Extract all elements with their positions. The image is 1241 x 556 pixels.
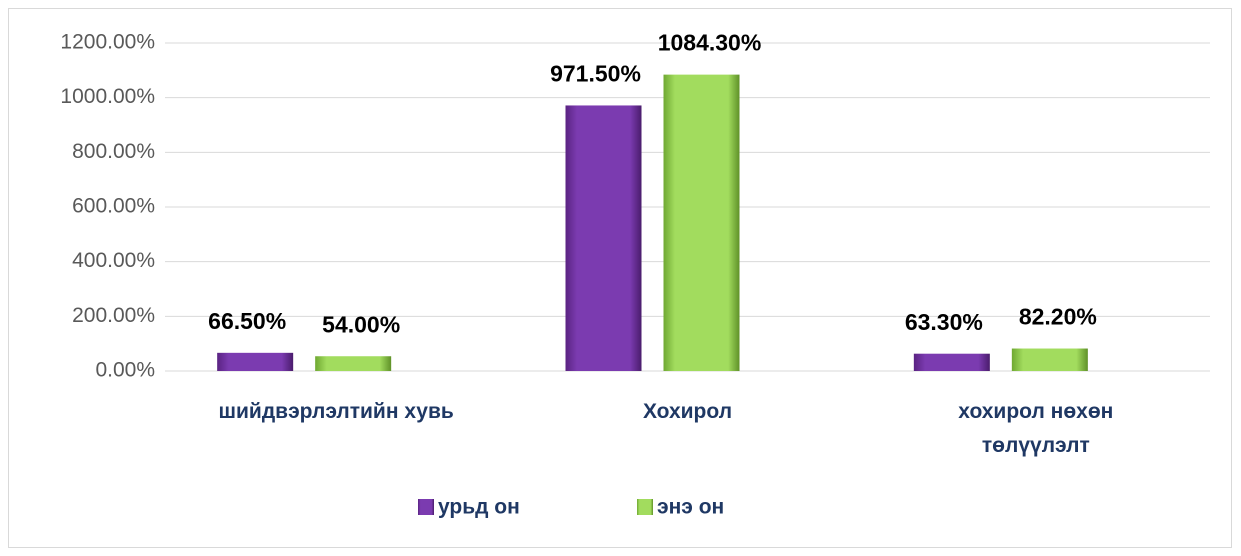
y-tick-label: 400.00% — [72, 249, 155, 272]
legend-label: урьд он — [438, 496, 520, 519]
bar — [913, 353, 990, 371]
bar — [1011, 348, 1088, 371]
legend-label: энэ он — [657, 496, 724, 519]
x-tick-label: хохирол нөхөн төлүүлэлт — [958, 400, 1114, 457]
y-tick-label: 0.00% — [95, 359, 155, 382]
y-tick-label: 600.00% — [72, 195, 155, 218]
y-tick-label: 1000.00% — [60, 85, 155, 108]
y-tick-label: 200.00% — [72, 304, 155, 327]
bar — [315, 356, 392, 371]
legend-marker — [418, 499, 434, 515]
y-tick-label: 1200.00% — [60, 31, 155, 54]
x-tick-label: Хохирол — [642, 400, 733, 423]
bar — [565, 105, 642, 371]
bar — [663, 74, 740, 371]
data-label: 971.50% — [550, 61, 641, 87]
data-label: 82.20% — [1019, 304, 1097, 330]
legend-marker — [637, 499, 653, 515]
data-label: 63.30% — [905, 309, 983, 335]
data-label: 54.00% — [322, 311, 400, 337]
data-label: 66.50% — [208, 308, 286, 334]
bar — [217, 352, 294, 371]
x-tick-label: шийдвэрлэлтийн хувь — [218, 400, 454, 423]
data-label: 1084.30% — [658, 30, 762, 56]
y-tick-label: 800.00% — [72, 140, 155, 163]
